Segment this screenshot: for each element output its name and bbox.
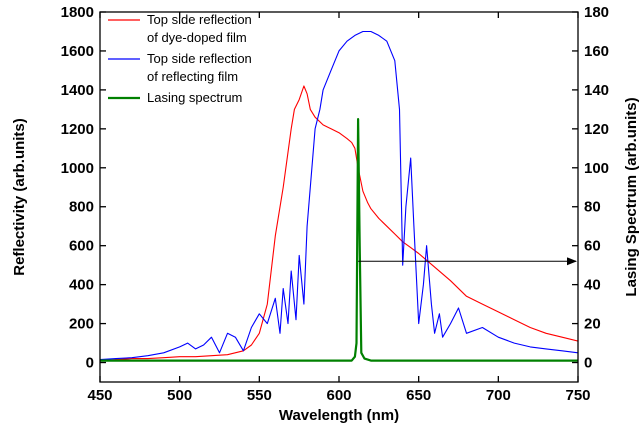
x-tick-label: 600 xyxy=(326,387,351,404)
legend-label-2: Top side reflection xyxy=(147,51,252,66)
y-right-tick-label: 0 xyxy=(584,355,592,372)
legend: Top side reflection of dye-doped film Top … xyxy=(108,12,252,105)
y-right-tick-label: 80 xyxy=(584,199,601,216)
y-left-tick-label: 1800 xyxy=(61,4,94,21)
y-right-tick-label: 40 xyxy=(584,277,601,294)
y-left-tick-label: 1200 xyxy=(61,121,94,138)
y-right-tick-label: 20 xyxy=(584,316,601,333)
plot-frame xyxy=(99,11,579,383)
x-tick-label: 750 xyxy=(565,387,590,404)
y-left-tick-label: 1600 xyxy=(61,43,94,60)
y-right-tick-label: 160 xyxy=(584,43,609,60)
y-axis-right-label: Lasing Spectrum (arb.units) xyxy=(623,97,640,296)
series-line-2 xyxy=(100,30,578,361)
y-left-tick-label: 600 xyxy=(69,238,94,255)
series-line-3 xyxy=(100,117,578,362)
y-left-tick-label: 0 xyxy=(86,355,94,372)
tick-layer: 450 500 550 600 650 700 7500200400600800100012… xyxy=(61,4,609,404)
y-left-tick-label: 1000 xyxy=(61,160,94,177)
y-left-tick-label: 400 xyxy=(69,277,94,294)
y-right-tick-label: 140 xyxy=(584,82,609,99)
x-axis-label: Wavelength (nm) xyxy=(279,407,399,424)
legend-label-2: of reflecting film xyxy=(147,69,238,84)
y-axis-left-label: Reflectivity (arb.units) xyxy=(11,118,28,276)
y-right-tick-label: 180 xyxy=(584,4,609,21)
series-line-1 xyxy=(100,85,578,362)
y-left-tick-label: 1400 xyxy=(61,82,94,99)
y-right-tick-label: 100 xyxy=(584,160,609,177)
y-left-tick-label: 800 xyxy=(69,199,94,216)
x-tick-label: 550 xyxy=(247,387,272,404)
legend-label-1: Top side reflection xyxy=(147,12,252,27)
x-tick-label: 700 xyxy=(486,387,511,404)
series-layer xyxy=(100,30,578,362)
x-tick-label: 650 xyxy=(406,387,431,404)
y-right-tick-label: 120 xyxy=(584,121,609,138)
x-tick-label: 450 xyxy=(87,387,112,404)
y-left-tick-label: 200 xyxy=(69,316,94,333)
legend-label-1: of dye-doped film xyxy=(147,30,247,45)
legend-label-3: Lasing spectrum xyxy=(147,90,242,105)
x-tick-label: 500 xyxy=(167,387,192,404)
y-right-tick-label: 60 xyxy=(584,238,601,255)
